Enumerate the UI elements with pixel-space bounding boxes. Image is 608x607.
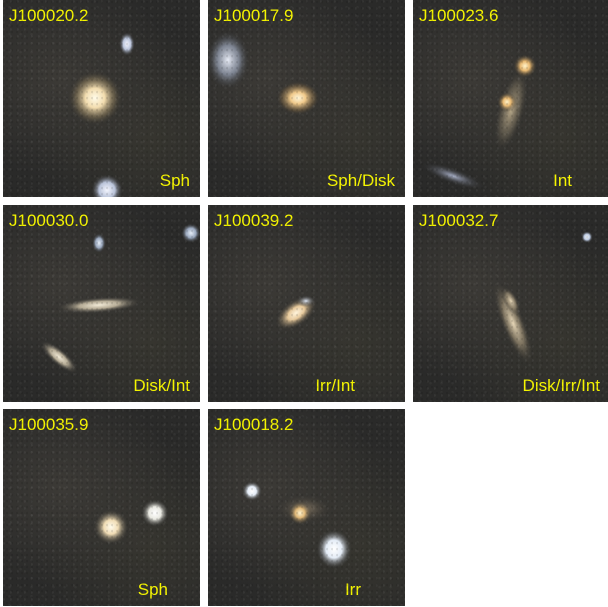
morphology-label: Disk/Int — [133, 376, 190, 395]
morphology-label: Irr — [344, 580, 361, 599]
morphology-label: Sph — [159, 171, 190, 190]
galaxy-panel: J100018.2 Irr — [208, 409, 405, 606]
galaxy-panel: J100023.6 Int — [413, 0, 608, 197]
galaxy-panel: J100032.7 Disk/Irr/Int — [413, 205, 608, 402]
galaxy-panel: J100020.2 Sph — [3, 0, 200, 197]
galaxy-image — [492, 231, 593, 366]
object-id-label: J100030.0 — [9, 211, 89, 230]
galaxy-image — [39, 223, 200, 374]
galaxy-panel: J100030.0 Disk/Int — [3, 205, 200, 402]
object-id-label: J100032.7 — [419, 211, 499, 230]
object-id-label: J100023.6 — [419, 6, 499, 25]
galaxy-image — [67, 32, 135, 197]
morphology-label: Int — [553, 171, 572, 190]
object-id-label: J100018.2 — [214, 415, 294, 434]
galaxy-image — [208, 30, 320, 115]
galaxy-panel: J100035.9 Sph — [3, 409, 200, 606]
object-id-label: J100017.9 — [214, 6, 294, 25]
morphology-label: Disk/Irr/Int — [522, 376, 600, 395]
galaxy-panel: J100017.9 Sph/Disk — [208, 0, 405, 197]
galaxy-image — [242, 481, 352, 569]
galaxy-image — [274, 295, 318, 331]
galaxy-panel: J100039.2 Irr/Int — [208, 205, 405, 402]
galaxy-image — [420, 54, 537, 190]
object-id-label: J100035.9 — [9, 415, 89, 434]
morphology-label: Sph — [137, 580, 168, 599]
object-id-label: J100020.2 — [9, 6, 89, 25]
morphology-label: Irr/Int — [315, 376, 355, 395]
galaxy-image — [93, 499, 169, 545]
morphology-label: Sph/Disk — [326, 171, 395, 190]
object-id-label: J100039.2 — [214, 211, 294, 230]
